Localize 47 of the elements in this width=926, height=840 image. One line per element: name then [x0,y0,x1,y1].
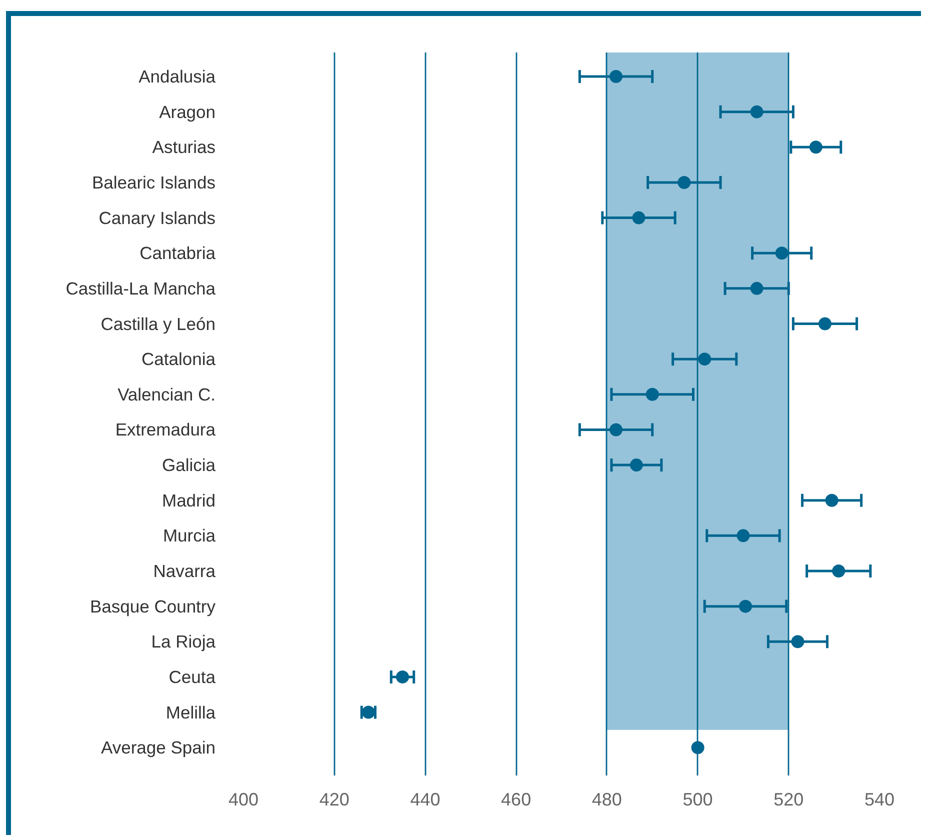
point [610,70,623,84]
y-tick-label: Valencian C. [118,384,216,404]
point [809,140,822,154]
point [630,458,643,472]
x-tick-label: 500 [682,790,713,810]
point [698,352,712,366]
y-tick-label: Melilla [166,702,216,722]
point [818,317,832,330]
y-tick-label: Navarra [153,560,216,581]
y-tick-label: Aragon [159,102,216,122]
x-tick-label: 460 [501,790,532,810]
point [646,388,659,401]
y-tick-label: Cantabria [140,243,216,264]
y-tick-label: Galicia [162,455,216,476]
x-tick-label: 420 [319,790,350,810]
y-tick-label: Catalonia [142,349,216,370]
x-tick-label: 400 [228,790,259,810]
point [632,211,646,224]
y-tick-label: Canary Islands [98,208,216,228]
point [736,529,750,542]
point [678,176,691,189]
point [738,600,752,613]
point [610,423,623,436]
point [825,494,838,507]
point [750,282,764,295]
y-tick-label: Andalusia [138,66,216,87]
y-tick-label: Basque Country [90,596,216,616]
y-tick-label: Castilla y León [100,314,216,334]
y-tick-label: Average Spain [101,738,216,758]
point [775,246,788,260]
y-tick-label: Madrid [162,490,216,510]
y-tick-label: Murcia [162,526,216,546]
point [791,635,804,648]
y-tick-label: La Rioja [151,632,216,652]
y-tick-label: Asturias [152,137,216,158]
y-tick-label: Extremadura [115,420,216,440]
x-tick-label: 520 [774,790,804,810]
point [691,741,704,754]
y-tick-label: Castilla-La Mancha [66,278,216,298]
point [750,105,764,118]
point [832,564,846,578]
x-tick-label: 540 [864,790,895,810]
x-tick-label: 480 [592,790,622,810]
y-tick-label: Ceuta [168,666,216,687]
x-tick-label: 440 [410,790,440,810]
y-tick-label: Balearic Islands [92,172,216,192]
point [396,670,409,684]
